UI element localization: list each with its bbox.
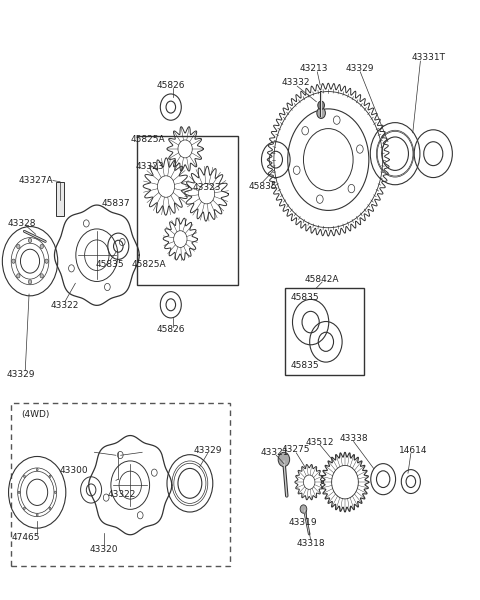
Text: 45835: 45835 <box>290 293 319 302</box>
Text: 43321: 43321 <box>260 448 288 457</box>
Circle shape <box>49 475 51 478</box>
Text: 43318: 43318 <box>296 539 325 548</box>
Circle shape <box>318 101 324 109</box>
Text: 43512: 43512 <box>306 437 335 446</box>
Circle shape <box>17 274 20 278</box>
Text: (4WD): (4WD) <box>22 410 50 419</box>
Circle shape <box>317 107 325 118</box>
Circle shape <box>54 491 56 493</box>
Circle shape <box>24 507 25 509</box>
Text: 43329: 43329 <box>6 370 35 379</box>
Text: 45826: 45826 <box>156 325 185 334</box>
Text: 43338: 43338 <box>339 434 368 443</box>
Text: 14614: 14614 <box>398 446 427 455</box>
Text: 45835: 45835 <box>96 260 124 269</box>
Text: 43329: 43329 <box>193 446 222 455</box>
Bar <box>56 182 64 217</box>
Circle shape <box>40 274 43 278</box>
Bar <box>137 136 238 285</box>
Text: 45826: 45826 <box>156 80 185 89</box>
Text: 43327A: 43327A <box>18 176 53 185</box>
Circle shape <box>40 244 43 248</box>
Circle shape <box>28 280 32 284</box>
Text: 43328: 43328 <box>7 219 36 228</box>
Circle shape <box>18 491 20 493</box>
Text: 45825A: 45825A <box>131 136 166 145</box>
Text: 43320: 43320 <box>90 545 118 554</box>
Text: 45825A: 45825A <box>132 260 167 269</box>
Circle shape <box>24 475 25 478</box>
Text: 43329: 43329 <box>346 64 374 73</box>
Text: 43319: 43319 <box>288 518 317 527</box>
Text: 43323: 43323 <box>135 162 164 171</box>
Text: 43322: 43322 <box>51 301 79 310</box>
Text: 45842A: 45842A <box>305 275 339 284</box>
Text: 47465: 47465 <box>12 533 40 542</box>
Text: 45835: 45835 <box>249 182 277 191</box>
Text: 43323: 43323 <box>192 183 221 192</box>
Circle shape <box>17 244 20 248</box>
Circle shape <box>36 514 38 516</box>
Bar <box>285 288 364 374</box>
Bar <box>11 403 230 566</box>
Text: 43332: 43332 <box>282 78 311 87</box>
Circle shape <box>12 259 15 263</box>
Circle shape <box>300 505 307 513</box>
Circle shape <box>36 469 38 471</box>
Text: 43331T: 43331T <box>411 53 445 62</box>
Text: 43213: 43213 <box>300 64 328 73</box>
Text: 45837: 45837 <box>102 199 130 208</box>
Circle shape <box>45 259 48 263</box>
Circle shape <box>28 238 32 242</box>
Text: 43275: 43275 <box>282 445 311 454</box>
Circle shape <box>49 507 51 509</box>
Text: 45835: 45835 <box>290 361 319 370</box>
Text: 43322: 43322 <box>108 490 136 499</box>
Text: 43300: 43300 <box>60 466 88 475</box>
Circle shape <box>278 452 289 467</box>
